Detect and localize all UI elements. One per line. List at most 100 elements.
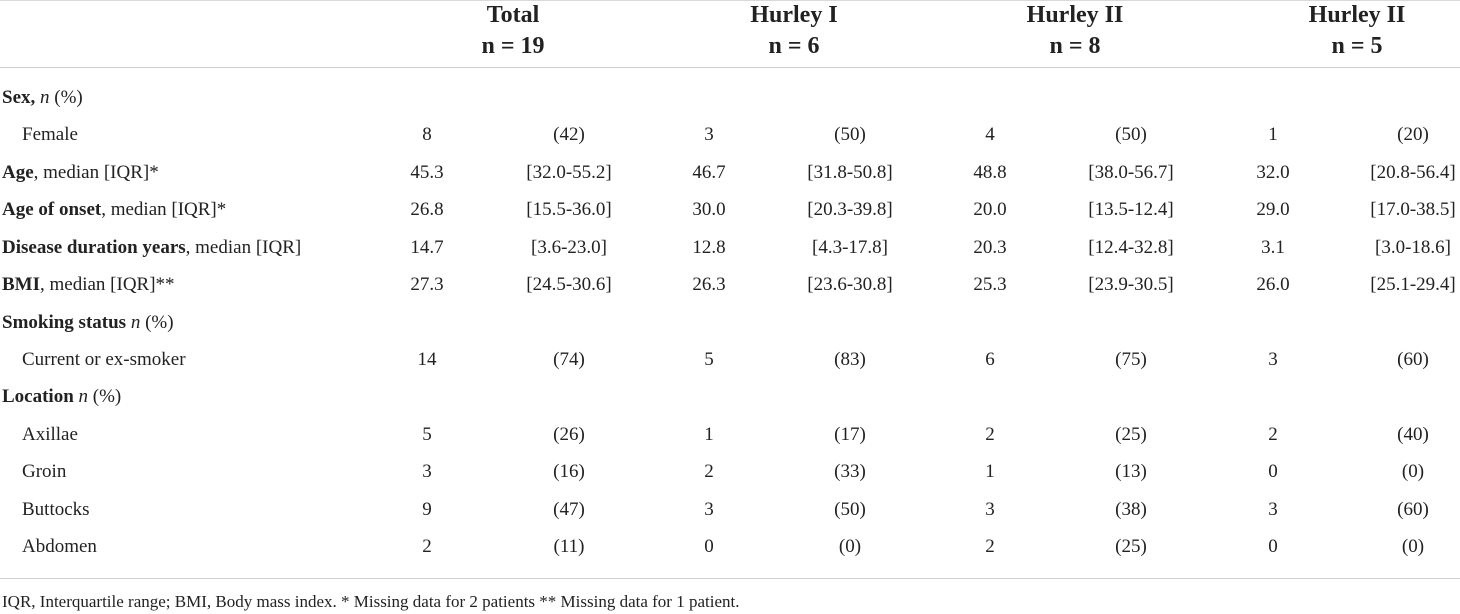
column-header-count: n = 19 [481, 33, 545, 59]
table-cell-detail: (47) [553, 499, 585, 520]
table-row: Axillae 5 (26) 1 (17) 2 (25) 2 (40) [0, 416, 1460, 453]
row-label: Smoking status n (%) [2, 304, 174, 341]
table-cell-value: 3.1 [1261, 237, 1285, 258]
row-label-italic: n [78, 386, 89, 407]
table-cell-value: 5 [704, 349, 714, 370]
row-label-text: , median [IQR]** [40, 274, 175, 295]
row-label-bold: Location [2, 386, 74, 407]
table-cell-detail: [23.9-30.5] [1088, 274, 1174, 295]
column-header-title: Hurley II [1026, 2, 1124, 28]
table-cell-detail: [32.0-55.2] [526, 162, 612, 183]
table-cell-detail: (75) [1115, 349, 1147, 370]
table-cell-value: 0 [1268, 536, 1278, 557]
table-cell-detail: [20.8-56.4] [1370, 162, 1456, 183]
table-cell-detail: [12.4-32.8] [1088, 237, 1174, 258]
top-rule [0, 0, 1460, 1]
table-cell-value: 2 [985, 536, 995, 557]
table-cell-detail: [25.1-29.4] [1370, 274, 1456, 295]
table-cell-detail: (17) [834, 424, 866, 445]
table-cell-value: 3 [1268, 349, 1278, 370]
table-cell-value: 2 [422, 536, 432, 557]
table-row: Disease duration years, median [IQR] 14.7… [0, 229, 1460, 266]
column-header-title: Total [486, 2, 540, 28]
row-label-text: Female [22, 124, 78, 145]
table-cell-detail: (50) [834, 124, 866, 145]
table-cell-value: 0 [704, 536, 714, 557]
table-cell-detail: (26) [553, 424, 585, 445]
table-row: Sex, n (%) [0, 79, 1460, 116]
row-label: Female [22, 116, 78, 153]
table-cell-value: 30.0 [692, 199, 726, 220]
row-label-text: (%) [54, 87, 83, 108]
table-cell-value: 6 [985, 349, 995, 370]
table-cell-detail: (38) [1115, 499, 1147, 520]
table-row: Age of onset, median [IQR]* 26.8 [15.5-36.… [0, 191, 1460, 228]
table-cell-detail: [17.0-38.5] [1370, 199, 1456, 220]
table-cell-value: 3 [985, 499, 995, 520]
row-label: Current or ex-smoker [22, 341, 186, 378]
column-header-total: Total n = 19 [393, 0, 633, 62]
table-cell-detail: (20) [1397, 124, 1429, 145]
row-label-bold: BMI [2, 274, 40, 295]
column-header-hurley-1: Hurley I n = 6 [674, 0, 914, 62]
row-label-text: Axillae [22, 424, 78, 445]
table-cell-value: 8 [422, 124, 432, 145]
table-cell-detail: (42) [553, 124, 585, 145]
table-cell-value: 2 [985, 424, 995, 445]
row-label: Sex, n (%) [2, 79, 83, 116]
table-cell-value: 3 [422, 461, 432, 482]
table-cell-detail: (0) [1401, 461, 1425, 482]
row-label-text: Groin [22, 461, 67, 482]
row-label: Axillae [22, 416, 78, 453]
table-cell-detail: (0) [838, 536, 862, 557]
column-header-count: n = 8 [1049, 33, 1101, 59]
table-row: Abdomen 2 (11) 0 (0) 2 (25) 0 (0) [0, 528, 1460, 565]
row-label-text: (%) [92, 386, 122, 407]
table-cell-detail: [3.0-18.6] [1375, 237, 1451, 258]
row-label-text: Current or ex-smoker [22, 349, 186, 370]
row-label-bold: Age [2, 162, 34, 183]
row-label-italic: n [40, 87, 50, 108]
table-cell-value: 26.8 [410, 199, 444, 220]
table-cell-value: 3 [704, 124, 714, 145]
table-cell-detail: (83) [834, 349, 866, 370]
table-cell-value: 2 [704, 461, 714, 482]
table-cell-value: 26.0 [1256, 274, 1290, 295]
table-cell-value: 26.3 [692, 274, 726, 295]
table-row: BMI, median [IQR]** 27.3 [24.5-30.6] 26.3 [2… [0, 266, 1460, 303]
row-label-bold: Disease duration years [2, 237, 186, 258]
table-cell-detail: [3.6-23.0] [531, 237, 607, 258]
table-cell-detail: [4.3-17.8] [812, 237, 888, 258]
table-cell-detail: (25) [1115, 536, 1147, 557]
table-row: Groin 3 (16) 2 (33) 1 (13) 0 (0) [0, 453, 1460, 490]
table-row: Age, median [IQR]* 45.3 [32.0-55.2] 46.7 [31… [0, 154, 1460, 191]
table-cell-value: 46.7 [692, 162, 726, 183]
column-header-hurley-3: Hurley II n = 5 [1237, 0, 1460, 62]
row-label-bold: Sex, [2, 87, 36, 108]
table-cell-detail: (0) [1401, 536, 1425, 557]
table-cell-detail: [24.5-30.6] [526, 274, 612, 295]
table-cell-value: 4 [985, 124, 995, 145]
column-header-count: n = 5 [1331, 33, 1383, 59]
column-header-count: n = 6 [768, 33, 820, 59]
table-cell-detail: (40) [1397, 424, 1429, 445]
column-header-title: Hurley II [1308, 2, 1406, 28]
row-label-text: , median [IQR] [185, 237, 302, 258]
column-header-hurley-2: Hurley II n = 8 [955, 0, 1195, 62]
table-cell-value: 29.0 [1256, 199, 1290, 220]
row-label: Location n (%) [2, 378, 121, 415]
bottom-rule [0, 578, 1460, 579]
column-header-title: Hurley I [750, 2, 838, 28]
table-cell-value: 9 [422, 499, 432, 520]
table-cell-value: 1 [704, 424, 714, 445]
table-cell-value: 20.0 [973, 199, 1007, 220]
table-cell-value: 27.3 [410, 274, 444, 295]
table-cell-detail: [15.5-36.0] [526, 199, 612, 220]
row-label-text: (%) [145, 312, 174, 333]
table-cell-detail: (16) [553, 461, 585, 482]
row-label-italic: n [130, 312, 141, 333]
row-label-bold: Age of onset [2, 199, 102, 220]
table-cell-value: 2 [1268, 424, 1278, 445]
header-rule [0, 67, 1460, 68]
